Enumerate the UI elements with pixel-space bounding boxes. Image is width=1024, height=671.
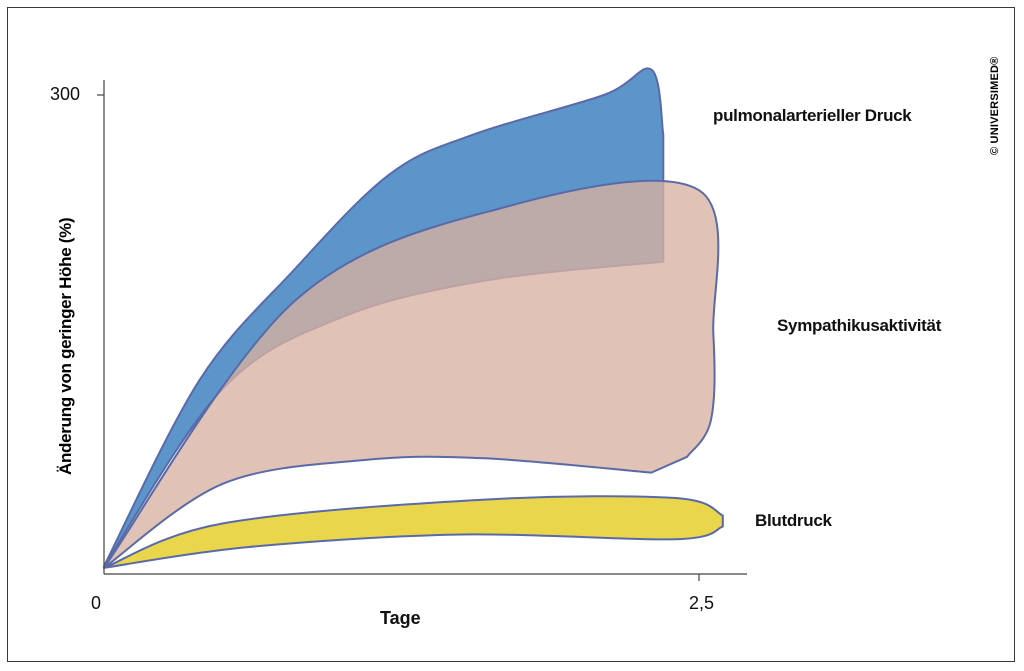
area-blutdruck xyxy=(103,495,724,569)
series-label-pulmonalarterieller-druck: pulmonalarterieller Druck xyxy=(713,106,912,125)
area-sympathikusaktivitaet xyxy=(103,179,720,569)
x-tick-label-2-5: 2,5 xyxy=(689,593,715,613)
x-tick-label-0: 0 xyxy=(91,593,102,613)
series-label-sympathikusaktivitaet: Sympathikusaktivität xyxy=(777,316,942,335)
copyright-notice: © UNIVERSIMED® xyxy=(989,56,1001,155)
y-axis-label: Änderung von geringer Höhe (%) xyxy=(56,217,75,475)
series-label-blutdruck: Blutdruck xyxy=(755,511,832,530)
chart-frame xyxy=(7,7,1015,662)
y-tick-label-300: 300 xyxy=(50,84,81,104)
x-axis-label: Tage xyxy=(380,608,421,628)
